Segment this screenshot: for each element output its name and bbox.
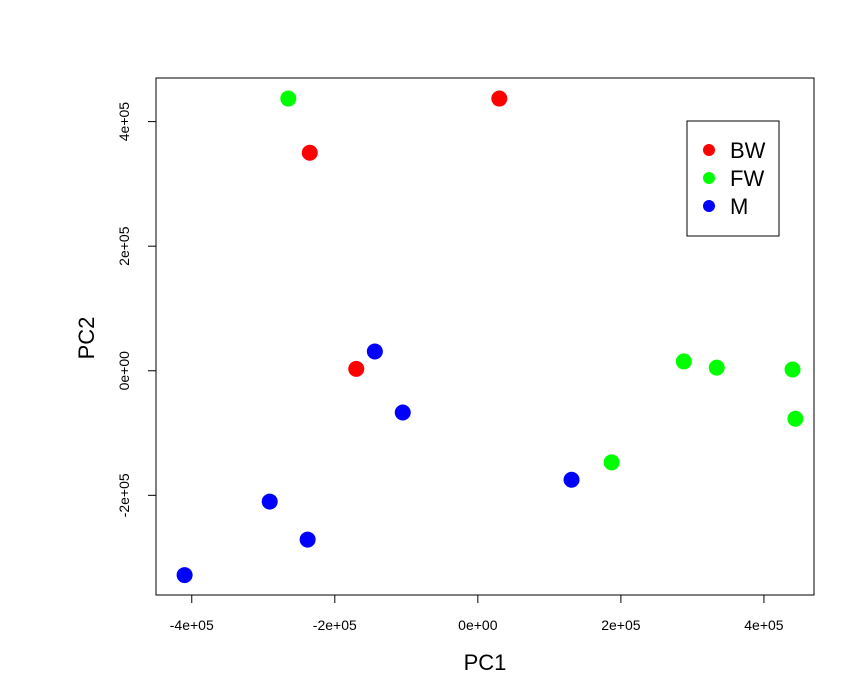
legend-marker-fw [703,172,715,184]
x-tick-label: 2e+05 [601,617,641,633]
y-tick-label: 4e+05 [116,102,132,142]
legend-label-fw: FW [730,166,764,191]
x-tick-label: -4e+05 [170,617,214,633]
x-tick-label: 4e+05 [744,617,784,633]
data-points [176,90,804,584]
point-fw [784,361,801,378]
y-axis-label: PC2 [74,317,99,360]
point-bw [301,144,318,161]
x-axis: -4e+05 -2e+05 0e+00 2e+05 4e+05 [170,594,784,633]
legend-marker-bw [703,144,715,156]
point-m [261,493,278,510]
point-m [563,471,580,488]
legend-box [686,120,780,237]
y-tick-label: 2e+05 [116,226,132,266]
point-fw [280,90,297,107]
x-axis-label: PC1 [464,650,507,675]
x-tick-label: -2e+05 [313,617,357,633]
point-m [394,404,411,421]
y-tick-label: 0e+00 [116,351,132,391]
point-bw [491,90,508,107]
point-m [366,343,383,360]
x-tick-label: 0e+00 [458,617,498,633]
y-tick-label: -2e+05 [116,473,132,517]
point-fw [603,454,620,471]
legend-label-bw: BW [730,138,766,163]
point-bw [348,360,365,377]
legend: BW FW M [686,120,780,237]
legend-label-m: M [730,194,748,219]
point-fw [787,410,804,427]
point-fw [675,353,692,370]
legend-marker-m [703,200,715,212]
point-m [299,531,316,548]
y-axis: -2e+05 0e+00 2e+05 4e+05 [116,102,157,517]
point-fw [708,359,725,376]
point-m [176,567,193,584]
